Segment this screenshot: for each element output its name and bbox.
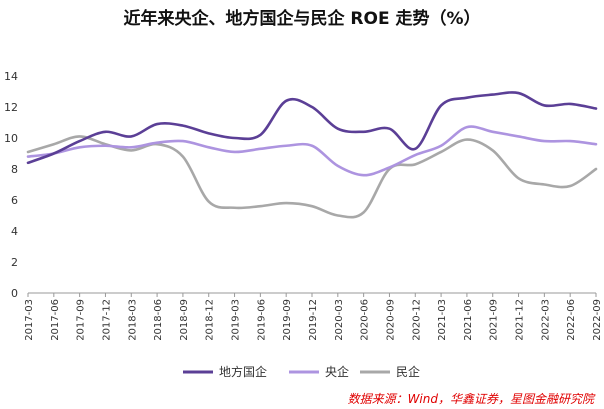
x-axis: 2017-03 2017-06 2017-09 2017-12 2018-03 2018-… xyxy=(24,292,603,341)
y-tick-label: 4 xyxy=(11,225,18,238)
x-tick-label: 2018-09 xyxy=(179,299,190,341)
series-lines xyxy=(26,91,598,219)
x-tick-label: 2021-06 xyxy=(463,299,474,341)
y-tick-label: 6 xyxy=(11,194,18,207)
x-tick-label: 2019-12 xyxy=(308,299,319,341)
series-line-0 xyxy=(26,91,598,165)
x-tick-label: 2017-09 xyxy=(76,299,87,341)
x-tick-label: 2020-09 xyxy=(385,299,396,341)
x-tick-label: 2021-03 xyxy=(437,299,448,341)
series-line-2 xyxy=(26,135,598,219)
legend-label-0: 地方国企 xyxy=(219,364,267,379)
x-tick-label: 2019-03 xyxy=(231,299,242,341)
legend: 地方国企 央企 民企 xyxy=(183,364,420,379)
x-tick-label: 2020-03 xyxy=(334,299,345,341)
x-tick-label: 2022-09 xyxy=(592,299,603,341)
source-note: 数据来源：Wind，华鑫证券，星图金融研究院 xyxy=(347,392,594,406)
y-tick-label: 14 xyxy=(4,70,18,83)
x-tick-label: 2017-12 xyxy=(101,299,112,341)
series-line-1 xyxy=(26,125,598,177)
x-tick-label: 2022-03 xyxy=(540,299,551,341)
x-tick-label: 2018-12 xyxy=(205,299,216,341)
x-tick-label: 2017-03 xyxy=(24,299,35,341)
x-tick-label: 2020-06 xyxy=(360,299,371,341)
y-tick-label: 8 xyxy=(11,163,18,176)
x-tick-label: 2019-09 xyxy=(282,299,293,341)
x-tick-label: 2019-06 xyxy=(256,299,267,341)
y-tick-label: 2 xyxy=(11,256,18,269)
x-tick-label: 2021-12 xyxy=(515,299,526,341)
x-tick-label: 2022-06 xyxy=(566,299,577,341)
chart-title: 近年来央企、地方国企与民企 ROE 走势（%） xyxy=(123,9,481,29)
y-tick-label: 12 xyxy=(4,101,18,114)
legend-label-1: 央企 xyxy=(325,364,349,379)
y-tick-label: 0 xyxy=(11,287,18,300)
x-tick-label: 2018-06 xyxy=(153,299,164,341)
legend-label-2: 民企 xyxy=(396,364,420,379)
y-axis: 0 2 4 6 8 10 12 14 xyxy=(4,70,18,300)
x-tick-label: 2020-12 xyxy=(411,299,422,341)
x-tick-label: 2017-06 xyxy=(50,299,61,341)
y-tick-label: 10 xyxy=(4,132,18,145)
x-tick-label: 2021-09 xyxy=(489,299,500,341)
x-tick-label: 2018-03 xyxy=(127,299,138,341)
